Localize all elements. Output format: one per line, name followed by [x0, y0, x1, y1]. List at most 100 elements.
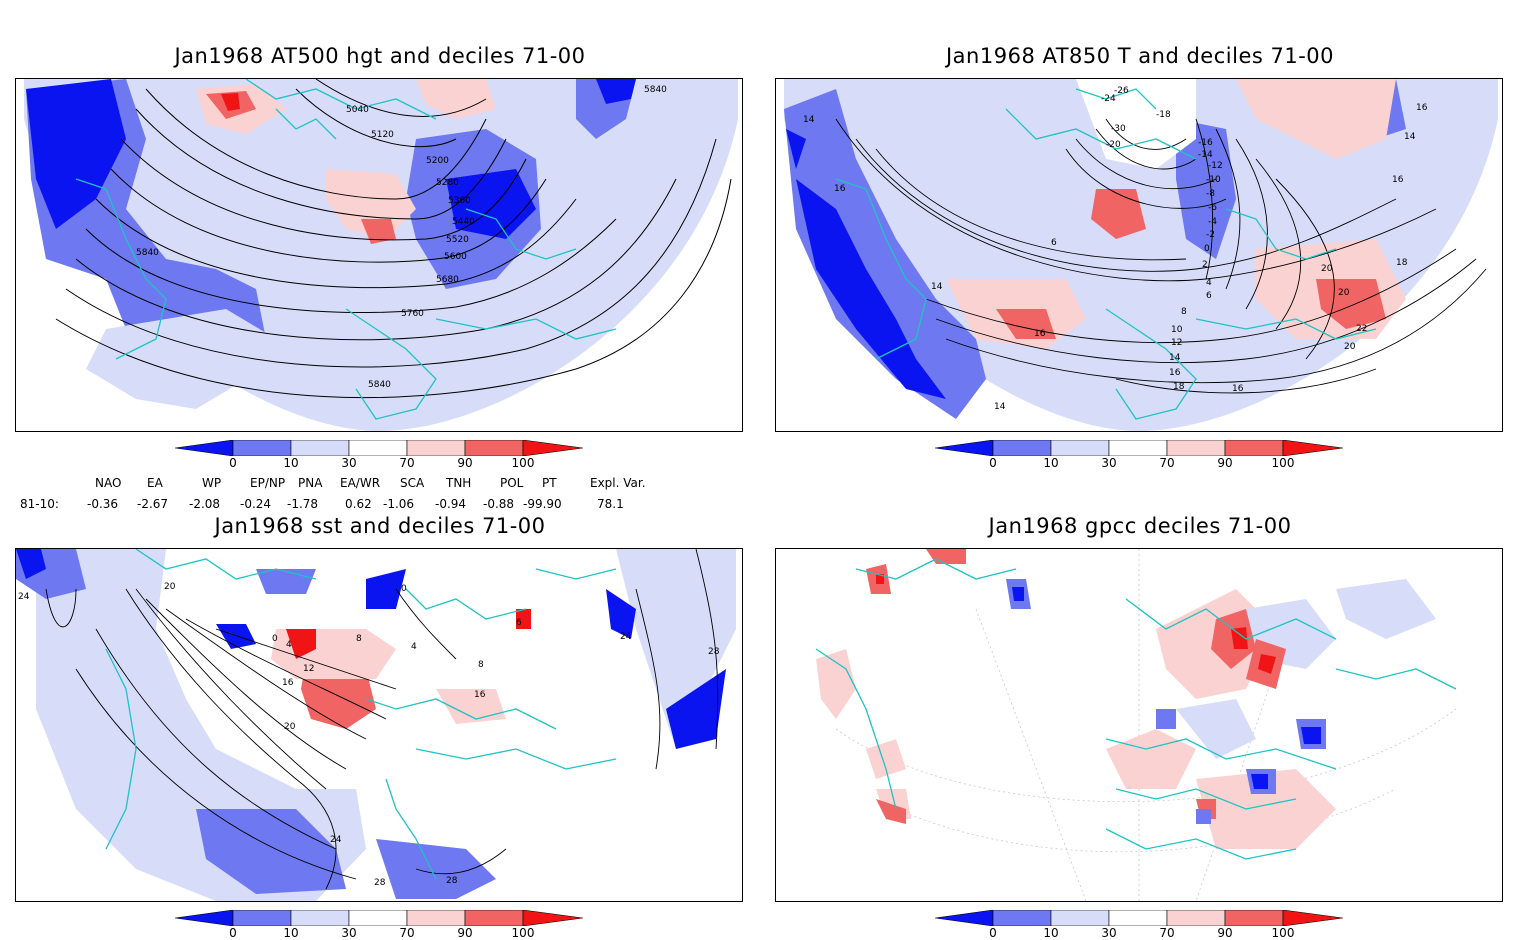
contour-label: 5520: [446, 235, 469, 245]
contour-label: 8: [478, 660, 484, 670]
colorbar-4-swatches: [934, 909, 1344, 927]
colorbar-label: 0: [229, 926, 237, 940]
contour-label: 16: [474, 690, 486, 700]
colorbar-3-swatches: [174, 909, 584, 927]
colorbar-label: 70: [1159, 456, 1175, 470]
contour-label: 6: [1051, 238, 1057, 248]
contour-label: -30: [1111, 124, 1126, 134]
contour-label: 14: [1169, 353, 1181, 363]
colorbar-label: 70: [399, 456, 415, 470]
index-name: POL: [500, 476, 524, 490]
contour-label: 5120: [371, 130, 394, 140]
contour-label: 28: [708, 647, 720, 657]
index-name: SCA: [400, 476, 425, 490]
panel-title-sst: Jan1968 sst and deciles 71-00: [214, 514, 546, 538]
colorbar-label: 70: [399, 926, 415, 940]
contour-label: 5360: [448, 196, 471, 206]
contour-label: -8: [1206, 189, 1215, 199]
index-value: -1.06: [383, 497, 415, 511]
contour-label: 4: [286, 640, 292, 650]
index-value: 78.1: [597, 497, 624, 511]
index-name: EP/NP: [250, 476, 286, 490]
contour-label: 20: [1344, 342, 1356, 352]
map-panel-hgt: 5040 5120 5200 5280 5360 5440 5520 5600 …: [15, 78, 743, 432]
contour-label: -26: [1114, 86, 1129, 96]
index-name: NAO: [95, 476, 122, 490]
contour-label: 8: [356, 634, 362, 644]
panel-title-gpcc: Jan1968 gpcc deciles 71-00: [988, 514, 1292, 538]
colorbar-label: 90: [1217, 456, 1233, 470]
colorbar-label: 30: [1101, 926, 1117, 940]
colorbar-label: 30: [341, 926, 357, 940]
contour-label: 5280: [436, 178, 459, 188]
index-value: -2.67: [137, 497, 169, 511]
colorbar-3: 0 10 30 70 90 100: [174, 909, 585, 940]
index-value: -2.08: [189, 497, 221, 511]
contour-label: 14: [803, 115, 815, 125]
index-period-label: 81-10:: [20, 497, 59, 511]
contour-label: 22: [1356, 324, 1367, 334]
contour-label: 28: [374, 878, 386, 888]
contour-label: -10: [1206, 175, 1221, 185]
panel-title-hgt: Jan1968 AT500 hgt and deciles 71-00: [174, 44, 586, 68]
contour-label: 5440: [452, 217, 475, 227]
contour-label: 28: [446, 876, 458, 886]
contour-label: 12: [1171, 338, 1182, 348]
contour-label: 5600: [444, 252, 467, 262]
index-value: -0.94: [435, 497, 467, 511]
contour-label: 16: [1232, 384, 1244, 394]
contour-label: 10: [1171, 325, 1183, 335]
contour-label: 16: [1392, 175, 1404, 185]
contour-label: 0: [1204, 244, 1210, 254]
contour-label: 24: [620, 632, 632, 642]
contour-label: 14: [994, 402, 1006, 412]
colorbar-label: 0: [229, 456, 237, 470]
contour-label: 4: [411, 642, 417, 652]
index-value: 0.62: [345, 497, 372, 511]
contour-label: -6: [1208, 203, 1217, 213]
colorbar-label: 0: [989, 926, 997, 940]
contour-label: -20: [1106, 140, 1121, 150]
contour-label: 5200: [426, 156, 449, 166]
colorbar-1: 0 10 30 70 90 100: [174, 439, 585, 480]
contour-label: -4: [1208, 217, 1217, 227]
colorbar-label: 90: [1217, 926, 1233, 940]
colorbar-label: 10: [1043, 926, 1059, 940]
index-value: -0.88: [483, 497, 515, 511]
colorbar-label: 10: [1043, 456, 1059, 470]
map-panel-gpcc: [775, 548, 1503, 902]
colorbar-label: 100: [511, 926, 535, 940]
contour-label: 16: [1169, 368, 1181, 378]
contour-label: 20: [1321, 264, 1333, 274]
contour-label: 16: [1416, 103, 1428, 113]
colorbar-2: 0 10 30 70 90 100: [934, 439, 1345, 480]
contour-label: 6: [1206, 291, 1212, 301]
colorbar-label: 10: [283, 926, 299, 940]
index-name: Expl. Var.: [590, 476, 646, 490]
contour-label: 24: [18, 592, 30, 602]
contour-label: -12: [1208, 161, 1223, 171]
index-value: -0.24: [240, 497, 272, 511]
colorbar-label: 30: [1101, 456, 1117, 470]
colorbar-label: 10: [283, 456, 299, 470]
contour-label: 18: [1173, 382, 1185, 392]
colorbar-4: 0 10 30 70 90 100: [934, 909, 1345, 940]
contour-label: 6: [516, 618, 522, 628]
index-name: TNH: [446, 476, 472, 490]
contour-label: 18: [1396, 258, 1408, 268]
contour-label: -2: [1206, 230, 1215, 240]
index-value: -1.78: [287, 497, 319, 511]
index-name: EA: [147, 476, 163, 490]
contour-label: 20: [164, 582, 176, 592]
contour-label: 8: [1181, 307, 1187, 317]
colorbar-label: 100: [511, 456, 535, 470]
contour-label: 0: [272, 634, 278, 644]
contour-label: 5840: [644, 85, 667, 95]
colorbar-label: 100: [1271, 456, 1295, 470]
contour-label: 24: [330, 835, 342, 845]
contour-label: 14: [931, 282, 943, 292]
contour-label: 20: [1338, 288, 1350, 298]
colorbar-label: 0: [989, 456, 997, 470]
contour-label: -18: [1156, 110, 1171, 120]
contour-label: -16: [1198, 138, 1213, 148]
